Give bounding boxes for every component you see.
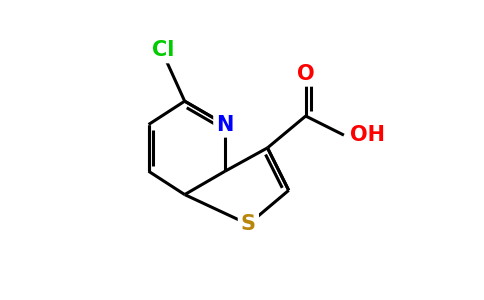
Text: N: N bbox=[216, 115, 234, 134]
Text: Cl: Cl bbox=[152, 40, 175, 60]
Text: O: O bbox=[297, 64, 315, 84]
Text: OH: OH bbox=[350, 125, 385, 145]
Text: S: S bbox=[241, 214, 256, 234]
